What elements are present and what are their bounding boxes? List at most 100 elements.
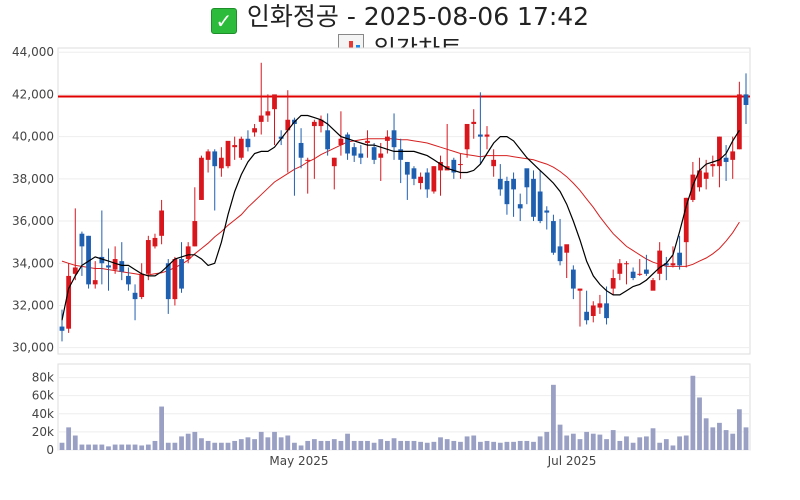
candle — [265, 94, 271, 122]
candle — [398, 138, 404, 184]
candle — [643, 254, 649, 276]
volume-bar — [418, 441, 423, 450]
candle-body — [172, 259, 178, 300]
volume-bar — [570, 433, 576, 450]
price-y-tick-label: 34,000 — [12, 256, 54, 270]
volume-bar — [165, 442, 171, 450]
candle — [99, 210, 105, 285]
candle — [511, 172, 516, 217]
volume-bar — [736, 409, 742, 450]
price-y-tick-label: 36,000 — [12, 214, 54, 228]
candle — [670, 246, 676, 268]
volume-bar — [325, 440, 331, 450]
volume-bar — [438, 437, 443, 450]
candle — [531, 170, 536, 222]
candle — [743, 73, 749, 124]
candle-body — [152, 237, 158, 247]
volume-bar — [145, 444, 151, 450]
price-plot-area — [57, 47, 751, 355]
candle-body — [477, 134, 483, 137]
volume-bar — [358, 440, 364, 450]
candle-body — [345, 134, 350, 154]
volume-bar — [159, 406, 165, 450]
candle-body — [311, 121, 317, 127]
candle — [245, 130, 251, 152]
volume-bar — [106, 446, 111, 450]
candle — [610, 269, 616, 295]
volume-bar — [411, 440, 417, 450]
candle — [577, 288, 583, 327]
candle — [325, 113, 331, 156]
candle — [212, 149, 218, 211]
candle-body — [258, 115, 264, 122]
volume-bar — [650, 428, 656, 450]
volume-y-tick-label: 0 — [46, 443, 54, 457]
candle — [305, 157, 311, 194]
candle — [570, 265, 576, 300]
candle — [617, 259, 623, 281]
candle — [630, 267, 636, 281]
candle-body — [650, 280, 656, 291]
candle — [544, 206, 550, 230]
price-grid — [58, 51, 750, 349]
volume-bar — [252, 439, 257, 450]
candle — [736, 81, 742, 150]
price-y-tick-label: 42,000 — [12, 87, 54, 101]
candle-body — [657, 250, 663, 274]
candle-body — [630, 271, 636, 279]
candle — [677, 235, 682, 270]
candle-body — [670, 263, 676, 266]
candle-body — [551, 221, 556, 253]
candle — [185, 242, 191, 264]
candle — [225, 140, 231, 169]
candle — [710, 155, 716, 177]
volume-bar — [292, 442, 297, 450]
candle-body — [272, 94, 277, 110]
candle — [517, 193, 523, 222]
volume-bar — [172, 442, 178, 450]
candle-body — [458, 164, 463, 166]
chart-title-text: 인화정공 - 2025-08-06 17:42 — [246, 2, 590, 31]
volume-bar — [92, 444, 98, 450]
volume-bar — [590, 433, 596, 450]
price-y-axis: 30,000 32,000 34,000 36,000 38,000 40,000 42,0… — [12, 45, 54, 354]
candle-body — [451, 159, 457, 173]
candle-body — [491, 159, 497, 167]
candle-body — [351, 147, 357, 156]
volume-bar — [637, 437, 643, 450]
candle — [145, 235, 151, 281]
volume-bar — [610, 430, 616, 450]
volume-bar — [152, 440, 158, 450]
candle — [179, 242, 184, 293]
candles — [59, 62, 749, 342]
volume-bar — [72, 435, 78, 450]
price-y-tick-label: 32,000 — [12, 298, 54, 312]
volume-bar — [391, 438, 397, 450]
volume-bar — [584, 431, 590, 450]
volume-bar — [404, 440, 410, 450]
candle-body — [504, 180, 510, 205]
candle-body — [643, 269, 649, 274]
candle-body — [72, 267, 78, 274]
candle-body — [570, 269, 576, 289]
candle — [584, 290, 590, 325]
candle-body — [617, 263, 623, 274]
candle-body — [471, 121, 477, 124]
candle-body — [663, 263, 669, 266]
candle-body — [398, 149, 404, 160]
candle — [365, 130, 370, 158]
candle-body — [66, 275, 72, 329]
candle — [590, 301, 596, 323]
x-tick-label: May 2025 — [269, 454, 328, 468]
candle-body — [199, 157, 204, 200]
volume-bar — [730, 433, 736, 450]
candle — [106, 248, 111, 291]
candle — [411, 166, 417, 186]
volume-bar — [597, 434, 603, 450]
candle — [205, 149, 211, 173]
candle — [424, 168, 430, 198]
candle-body — [179, 259, 184, 289]
candle — [311, 119, 317, 179]
candle-body — [524, 168, 530, 188]
candle — [86, 235, 91, 289]
